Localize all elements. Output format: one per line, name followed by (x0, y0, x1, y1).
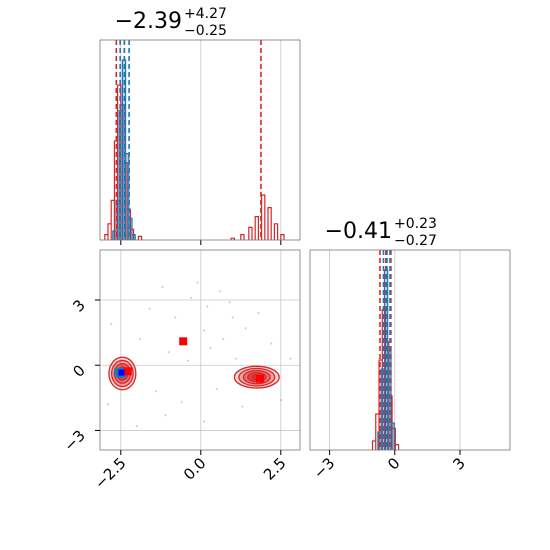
joint-scatter-point (231, 316, 234, 319)
p2-title: −0.41 +0.23−0.27 (325, 216, 437, 249)
p2-y-axis-label-2: 3 (69, 296, 88, 315)
p2-x-axis-label-2: 3 (449, 454, 468, 473)
joint-scatter-point (161, 285, 164, 289)
joint-marker-point (256, 374, 264, 383)
joint-scatter-point (279, 398, 282, 402)
joint-scatter-point (206, 305, 209, 308)
joint-scatter-point (138, 338, 142, 341)
joint-scatter-point (222, 338, 225, 341)
joint-scatter-point (164, 414, 167, 417)
joint-scatter-point (270, 342, 273, 345)
p2-x-axis-label-1: 0 (384, 454, 403, 473)
joint-marker-point (179, 337, 188, 346)
p1-title-value: −2.39 (115, 9, 182, 34)
joint-scatter-point (202, 420, 206, 423)
joint-scatter-point (289, 357, 292, 360)
p1-title-minus: −0.25 (184, 23, 227, 39)
p1-x-axis-label-1: 0.0 (180, 454, 210, 484)
joint-scatter-point (154, 390, 158, 393)
p1-title-plus: +4.27 (184, 6, 227, 22)
joint-scatter-point (190, 296, 193, 299)
joint-marker-point (123, 367, 132, 376)
p2-title-plus: +0.23 (394, 216, 437, 232)
p1-x-axis-label-2: 2.5 (260, 454, 290, 484)
p2-series-b-hist-bar (384, 270, 388, 450)
joint-scatter-point (257, 311, 260, 315)
joint-scatter-point (167, 351, 170, 354)
p1-series-a-hist-outline (104, 84, 285, 240)
p1-title: −2.39 +4.27−0.25 (115, 6, 227, 39)
p2-series-b-hist-bar (381, 369, 385, 450)
p1-series-b-hist-bar (122, 60, 126, 240)
p1-series-b-hist-bar (112, 231, 116, 240)
p2-x-axis-label-0: −3 (310, 454, 338, 482)
joint-scatter-point (215, 388, 218, 391)
p2-title-value: −0.41 (325, 219, 392, 244)
joint-scatter-point (234, 357, 238, 360)
joint-scatter-point (186, 359, 190, 362)
p1-series-b-hist-bar (116, 200, 120, 240)
p2-series-b-hist-bar (377, 432, 382, 450)
joint-scatter-point (244, 327, 247, 330)
p1-series-b-hist-bar (132, 234, 136, 240)
joint-scatter-point (174, 316, 177, 319)
joint-scatter-point (106, 403, 110, 406)
joint-scatter-point (218, 290, 222, 293)
joint-series-b-center (118, 369, 125, 376)
p2-series-b-hist-bar (390, 423, 395, 450)
joint-scatter-point (135, 424, 138, 428)
p2-title-minus: −0.27 (394, 233, 437, 249)
p2-y-axis-label-1: 0 (69, 361, 88, 380)
joint-scatter-point (196, 281, 199, 284)
p1-marginal-frame (99, 39, 301, 241)
joint-scatter-point (202, 329, 206, 332)
joint-frame (99, 249, 301, 451)
joint-scatter-point (180, 401, 183, 404)
p1-x-axis-label-0: −2.5 (91, 454, 129, 492)
p1-series-b-hist-bar (119, 110, 123, 241)
joint-scatter-point (110, 322, 113, 326)
p2-y-axis-label-0: −3 (60, 427, 88, 455)
joint-scatter-point (148, 307, 151, 310)
joint-scatter-point (228, 301, 231, 304)
p1-series-b-hist-bar (125, 153, 129, 240)
p2-marginal-frame (309, 249, 511, 451)
p2-series-b-hist-bar (387, 351, 391, 450)
joint-scatter-point (209, 346, 212, 349)
p1-series-b-hist-bar (128, 218, 132, 240)
joint-scatter-point (241, 405, 244, 408)
